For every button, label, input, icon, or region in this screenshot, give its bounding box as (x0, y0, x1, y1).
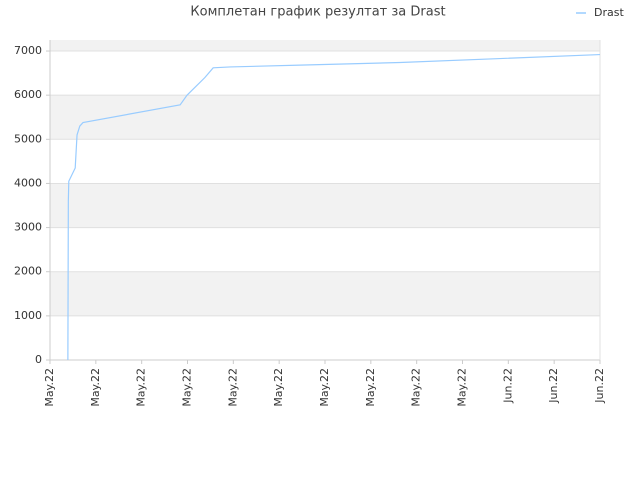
grid-band (50, 95, 600, 140)
x-tick-label: Jun.22 (547, 368, 560, 404)
x-tick-label: May.22 (135, 368, 148, 407)
x-tick-label: May.22 (410, 368, 423, 407)
x-tick-label: May.22 (181, 368, 194, 407)
y-tick-label: 1000 (14, 309, 42, 322)
x-tick-label: May.22 (43, 368, 56, 407)
x-tick-label: May.22 (226, 368, 239, 407)
grid-band (50, 315, 600, 360)
y-tick-label: 4000 (14, 176, 42, 189)
grid-band (50, 271, 600, 316)
y-tick-label: 5000 (14, 132, 42, 145)
x-tick-label: May.22 (318, 368, 331, 407)
y-tick-label: 7000 (14, 44, 42, 57)
y-tick-label: 3000 (14, 221, 42, 234)
x-tick-label: Jun.22 (593, 368, 606, 404)
x-tick-label: May.22 (364, 368, 377, 407)
grid-band (50, 227, 600, 272)
chart-title: Комплетан график резултат за Drast (190, 5, 445, 20)
data-line (67, 53, 601, 361)
grid-band (50, 40, 600, 52)
grid-band (50, 183, 600, 228)
x-tick-label: May.22 (89, 368, 102, 407)
y-tick-label: 6000 (14, 88, 42, 101)
x-tick-label: May.22 (456, 368, 469, 407)
legend-label: Drast (594, 6, 624, 19)
x-tick-label: Jun.22 (501, 368, 514, 404)
y-tick-label: 0 (35, 353, 42, 366)
x-tick-label: May.22 (272, 368, 285, 407)
grid-band (50, 139, 600, 184)
y-tick-label: 2000 (14, 265, 42, 278)
